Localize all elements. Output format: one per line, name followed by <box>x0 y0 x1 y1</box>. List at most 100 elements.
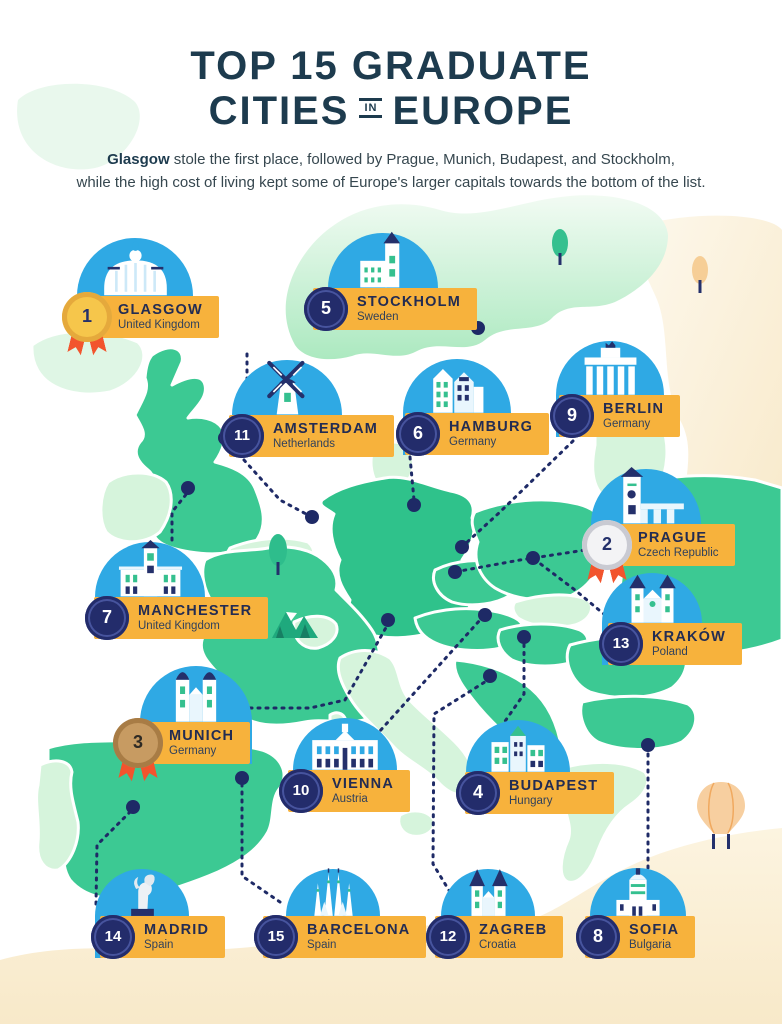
connector-line <box>463 439 575 546</box>
country-name: Netherlands <box>273 438 336 450</box>
header: TOP 15 GRADUATE CITIES IN EUROPE Glasgow s… <box>0 0 782 194</box>
rank-number: 2 <box>601 533 612 554</box>
rank-badge: 7 <box>85 596 129 640</box>
connector-line <box>94 809 133 906</box>
page-title: TOP 15 GRADUATE CITIES IN EUROPE <box>0 44 782 134</box>
bridge-tower-icon <box>620 466 684 524</box>
rank-badge: 14 <box>91 915 135 959</box>
parliament-icon <box>491 725 545 772</box>
country-name: Germany <box>449 436 497 448</box>
city-name: BERLIN <box>603 401 665 417</box>
city-dot <box>181 481 195 495</box>
rank-badge: 12 <box>426 915 470 959</box>
country-name: United Kingdom <box>138 620 220 632</box>
rank-number: 13 <box>612 634 630 652</box>
map-greenland <box>17 83 140 170</box>
city-name: HAMBURG <box>449 419 534 435</box>
map-ireland <box>99 471 173 544</box>
rank-number: 1 <box>81 305 92 326</box>
sagrada-familia-icon <box>313 868 353 916</box>
city-dot <box>455 540 469 554</box>
rank-badge: 6 <box>396 412 440 456</box>
rank-badge: 5 <box>304 287 348 331</box>
map-bulgaria <box>579 694 698 751</box>
map-countries <box>0 83 782 1024</box>
twin-domes-church-icon <box>175 672 217 722</box>
rank-number: 9 <box>566 404 577 425</box>
city-dot <box>483 669 497 683</box>
map-slovakia <box>511 593 593 629</box>
rank-number: 4 <box>472 781 483 802</box>
city-name: ZAGREB <box>479 922 548 938</box>
rank-badge: 15 <box>254 915 298 959</box>
rank-number: 5 <box>320 297 331 318</box>
city-dot <box>478 608 492 622</box>
map-portugal <box>35 759 80 872</box>
twin-spires-cathedral-icon <box>468 869 508 916</box>
city-name: STOCKHOLM <box>357 294 461 310</box>
dome-building-icon <box>103 241 167 296</box>
city-name: AMSTERDAM <box>273 421 379 437</box>
subtitle-lead: Glasgow <box>107 150 170 168</box>
city-name: BUDAPEST <box>509 778 599 794</box>
rank-badge: 13 <box>599 622 643 666</box>
connector-line <box>431 678 490 894</box>
rank-number: 3 <box>132 731 143 752</box>
city-dot <box>126 800 140 814</box>
subtitle-line2: while the high cost of living kept some … <box>76 173 706 191</box>
city-dot <box>641 738 655 752</box>
title-line2-left: CITIES <box>208 88 350 133</box>
rank-badge: 11 <box>220 414 264 458</box>
row-houses-icon <box>432 368 483 413</box>
hot-air-balloon-icon <box>697 782 745 849</box>
map-north-africa <box>0 828 782 1024</box>
map-decorations <box>269 229 745 849</box>
country-name: Spain <box>144 939 174 951</box>
city-name: MANCHESTER <box>138 603 253 619</box>
title-line1: TOP 15 GRADUATE <box>190 44 592 88</box>
city-name: BARCELONA <box>307 922 411 938</box>
church-tower-icon <box>359 231 400 288</box>
city-name: SOFIA <box>629 922 680 938</box>
in-badge: IN <box>359 98 383 119</box>
city-dot <box>448 565 462 579</box>
connector-line <box>368 618 482 744</box>
city-dot <box>235 771 249 785</box>
subtitle: Glasgow stole the first place, followed … <box>41 148 741 195</box>
basilica-icon <box>628 574 676 623</box>
map-sicily <box>397 809 436 838</box>
gold-medal-rank-badge: 1 <box>62 292 112 342</box>
subtitle-line1: stole the first place, followed by Pragu… <box>169 150 675 168</box>
country-name: Hungary <box>509 795 553 807</box>
silver-medal-rank-badge: 2 <box>582 520 632 570</box>
country-name: Germany <box>169 745 217 757</box>
windmill-icon <box>266 360 305 415</box>
city-dot <box>305 510 319 524</box>
rank-badge: 8 <box>576 915 620 959</box>
connector-line <box>208 622 390 710</box>
connector-line <box>536 560 607 617</box>
connector-line <box>458 547 594 573</box>
rank-badge: 9 <box>550 394 594 438</box>
country-name: Czech Republic <box>638 547 719 559</box>
tree-icon <box>269 534 287 575</box>
brandenburg-gate-icon <box>584 341 636 395</box>
city-dot <box>526 551 540 565</box>
tree-icon <box>552 229 568 265</box>
rank-number: 7 <box>101 606 112 627</box>
city-dot <box>407 498 421 512</box>
city-label-bar: MANCHESTER United Kingdom <box>94 597 269 639</box>
town-hall-icon <box>118 539 182 597</box>
city-dot <box>381 613 395 627</box>
country-name: Bulgaria <box>629 939 672 951</box>
country-name: Austria <box>332 793 368 805</box>
domed-cathedral-icon <box>616 868 660 916</box>
city-name: KRAKÓW <box>652 629 727 645</box>
rank-number: 15 <box>267 927 285 945</box>
rank-badge: 10 <box>279 769 323 813</box>
rank-number: 8 <box>592 925 603 946</box>
city-dot <box>517 630 531 644</box>
city-name: PRAGUE <box>638 530 708 546</box>
country-name: Croatia <box>479 939 517 951</box>
